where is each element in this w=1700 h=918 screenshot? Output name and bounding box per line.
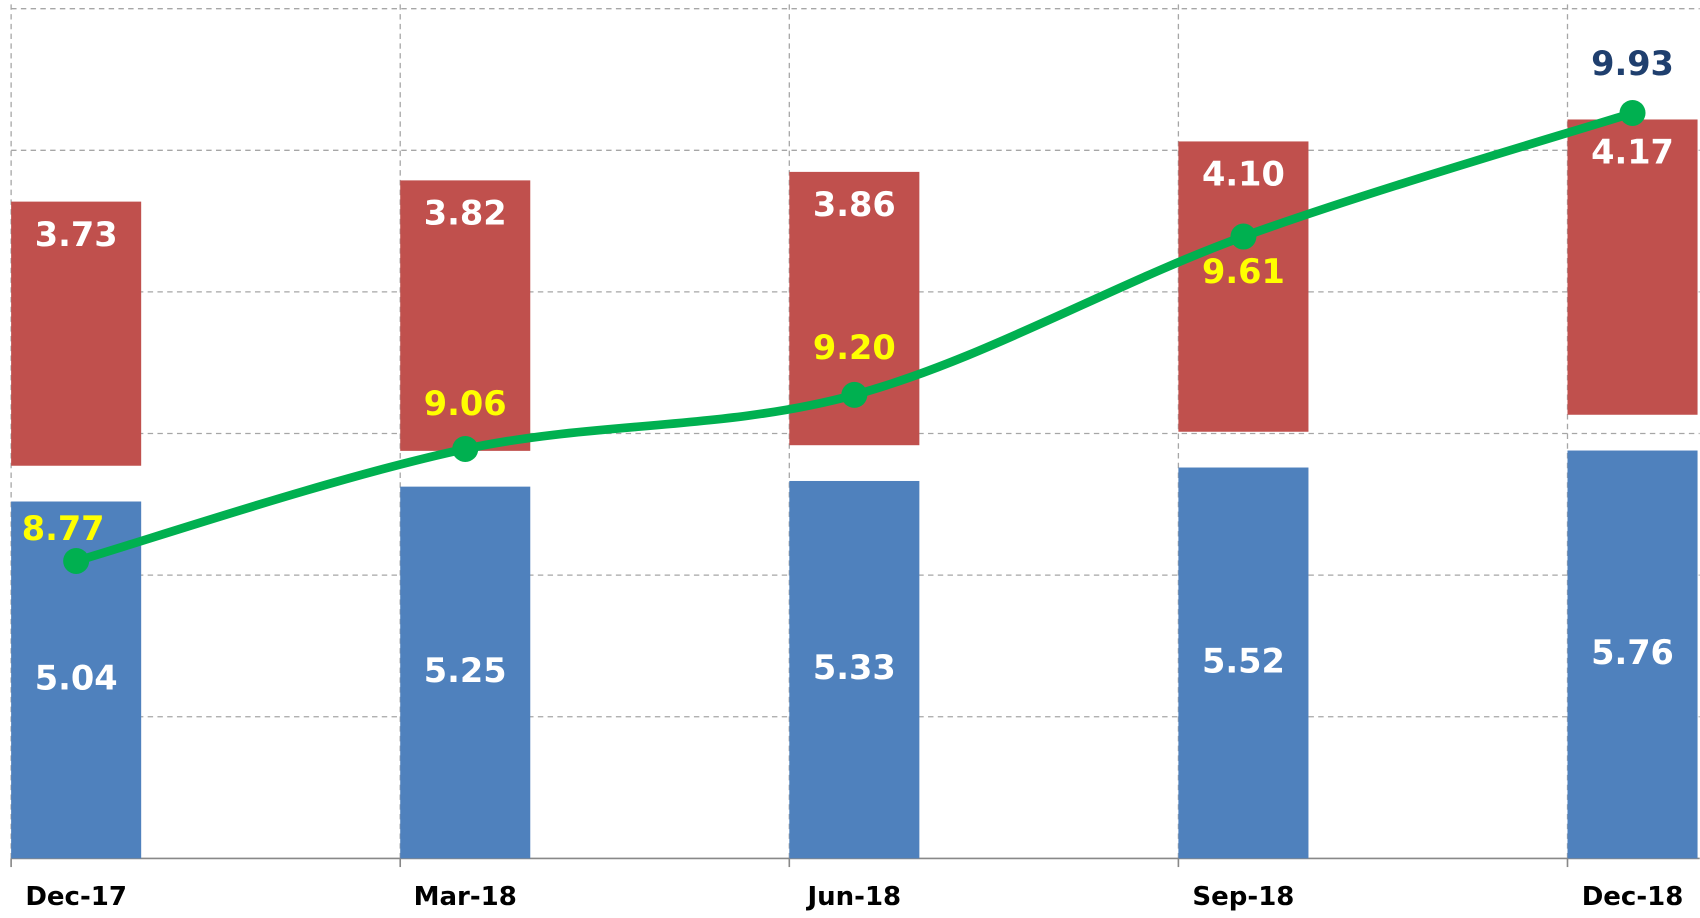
line-label: 9.20 [813,328,896,367]
bar [1178,467,1309,859]
x-tick-label: Mar-18 [414,882,517,912]
line-point [1619,99,1646,126]
bar [1178,141,1309,432]
data-label: 5.52 [1202,641,1285,680]
line-point [452,435,479,462]
line-point [63,547,90,574]
data-label: 3.82 [424,194,507,233]
bar [1567,450,1698,859]
bar [400,180,531,451]
x-tick-label: Dec-18 [1582,882,1684,912]
data-label: 5.33 [813,648,896,687]
bar [789,480,920,859]
bar [400,486,531,859]
data-label: 5.04 [35,658,118,697]
line-label: 9.61 [1202,252,1285,291]
x-tick-label: Sep-18 [1192,882,1294,912]
bar [11,201,142,466]
bar [1567,119,1698,415]
x-tick-label: Jun-18 [805,882,901,912]
data-label: 4.17 [1591,133,1674,172]
line-label: 8.77 [22,509,105,548]
data-label: 3.86 [813,185,896,224]
data-label: 5.25 [424,651,507,690]
line-point [841,381,868,408]
data-label: 3.73 [35,215,118,254]
data-label: 5.76 [1591,633,1674,672]
line-point [1230,223,1257,250]
data-label: 4.10 [1202,155,1285,194]
line-label: 9.93 [1591,44,1674,83]
x-tick-label: Dec-17 [25,882,127,912]
line-label: 9.06 [424,384,507,423]
